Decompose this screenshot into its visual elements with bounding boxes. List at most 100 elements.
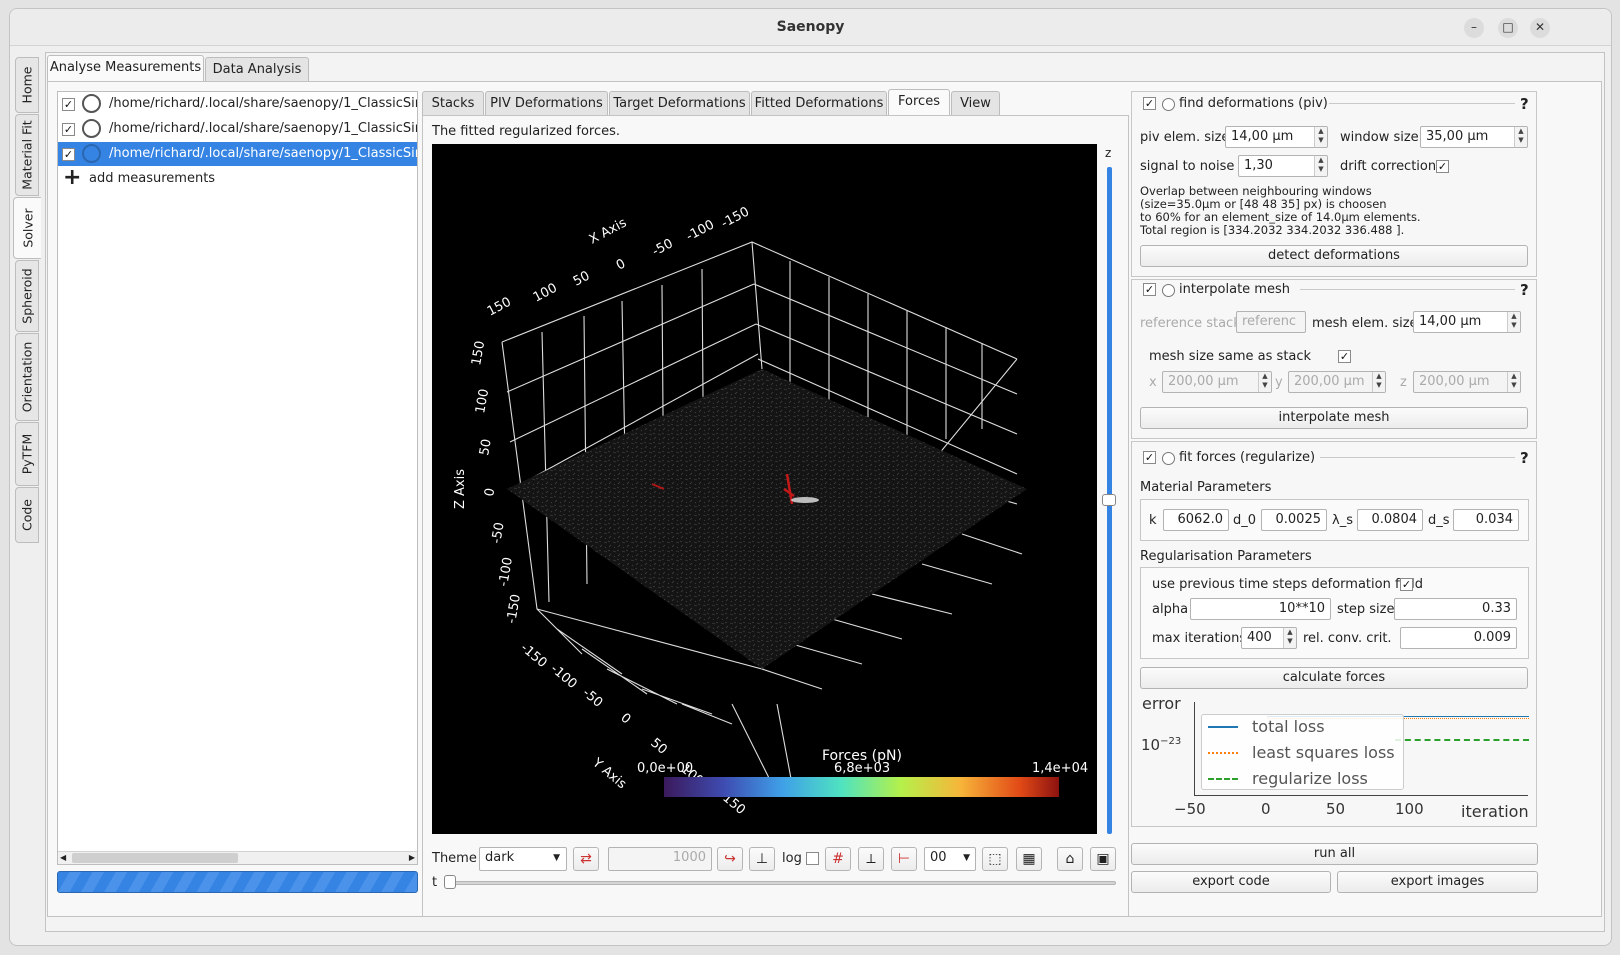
time-slider-handle[interactable] (444, 875, 456, 889)
list-item-selected[interactable]: ✓ /home/richard/.local/share/saenopy/1_C… (58, 142, 417, 166)
maximize-icon[interactable]: □ (1498, 18, 1518, 38)
force-3d-plot[interactable]: X Axis 150 100 50 0 -50 -100 -150 Z Axis… (432, 144, 1097, 834)
colormap-icon[interactable]: ⇄ (573, 847, 599, 871)
window-size-input[interactable]: 35,00 µm ▲ ▼ (1420, 126, 1528, 148)
mesh-elem-size-label: mesh elem. size (1312, 316, 1418, 331)
side-tab-home[interactable]: Home (15, 57, 39, 113)
tab-data-analysis[interactable]: Data Analysis (205, 57, 309, 82)
chevron-down-icon: ▼ (553, 853, 560, 863)
log-checkbox[interactable] (806, 852, 819, 865)
scroll-left-icon[interactable]: ◀ (60, 853, 67, 862)
measurement-path: /home/richard/.local/share/saenopy/1_Cla… (109, 146, 417, 161)
minimize-icon[interactable]: – (1464, 18, 1484, 38)
mesh-elem-size-input[interactable]: 14,00 µm ▲ ▼ (1413, 311, 1521, 333)
reference-stack-select[interactable]: referenc (1236, 311, 1306, 333)
side-tab-orientation[interactable]: Orientation (15, 333, 39, 421)
theme-select[interactable]: dark ▼ (479, 847, 567, 871)
spinbox-arrows-icon[interactable]: ▲ ▼ (1372, 372, 1385, 392)
forces-enable-checkbox[interactable]: ✓ (1143, 451, 1156, 464)
close-icon[interactable]: ✕ (1530, 18, 1550, 38)
lambda-s-input[interactable]: 0.0804 (1357, 509, 1423, 531)
loss-chart-xtick: 0 (1261, 800, 1271, 818)
axis-icon[interactable]: ⊥ (749, 847, 775, 871)
ds-input[interactable]: 0.034 (1453, 509, 1519, 531)
mesh-y-input[interactable]: 200,00 µm ▲ ▼ (1288, 371, 1386, 393)
drift-correction-checkbox[interactable]: ✓ (1436, 160, 1449, 173)
k-input[interactable]: 6062.0 (1163, 509, 1229, 531)
cube-icon[interactable]: ⬚ (982, 847, 1008, 871)
mesh-enable-checkbox[interactable]: ✓ (1143, 283, 1156, 296)
spinbox-arrows-icon[interactable]: ▲ ▼ (1314, 156, 1327, 176)
reference-stack-label: reference stack (1140, 316, 1241, 331)
add-measurements-item[interactable]: + add measurements (58, 167, 417, 191)
arrow-scale-field[interactable]: 1000 (608, 847, 712, 871)
scrollbar-thumb[interactable] (72, 853, 238, 863)
frame-select[interactable]: 00 ▼ (924, 847, 976, 871)
mesh-x-input[interactable]: 200,00 µm ▲ ▼ (1162, 371, 1272, 393)
tab-target-deformations[interactable]: Target Deformations (609, 91, 750, 116)
signal-to-noise-input[interactable]: 1,30 ▲ ▼ (1238, 155, 1328, 177)
spinbox-arrows-icon[interactable]: ▲ ▼ (1507, 372, 1520, 392)
tab-forces[interactable]: Forces (888, 89, 950, 116)
scale-bar-icon[interactable]: ⊢ (891, 847, 917, 871)
list-item[interactable]: ✓ /home/richard/.local/share/saenopy/1_C… (58, 117, 417, 141)
spinbox-arrows-icon[interactable]: ▲ ▼ (1507, 312, 1520, 332)
help-icon[interactable]: ? (1520, 95, 1529, 113)
interpolate-mesh-button[interactable]: interpolate mesh (1140, 407, 1528, 429)
home-icon[interactable]: ⌂ (1057, 847, 1083, 871)
side-tab-material-fit[interactable]: Material Fit (15, 114, 39, 196)
piv-enable-checkbox[interactable]: ✓ (1143, 97, 1156, 110)
measurement-checkbox[interactable]: ✓ (62, 123, 75, 136)
side-tab-pytfm[interactable]: PyTFM (15, 422, 39, 486)
spinbox-arrows-icon[interactable]: ▲ ▼ (1314, 127, 1327, 147)
arrow-style-icon[interactable]: ↪ (717, 847, 743, 871)
side-tab-code[interactable]: Code (15, 487, 39, 543)
mesh-size-same-checkbox[interactable]: ✓ (1338, 350, 1351, 363)
export-images-button[interactable]: export images (1337, 871, 1538, 893)
side-tab-spheroid[interactable]: Spheroid (15, 260, 39, 332)
alpha-input[interactable]: 10**10 (1190, 598, 1331, 620)
x-tick: 150 (485, 295, 514, 320)
measurement-checkbox[interactable]: ✓ (62, 148, 75, 161)
grid-icon[interactable]: # (825, 847, 851, 871)
tab-view[interactable]: View (951, 91, 1000, 116)
mesh-z-label: z (1400, 375, 1407, 390)
rel-conv-crit-input[interactable]: 0.009 (1400, 627, 1517, 649)
save-icon[interactable]: ▣ (1090, 847, 1116, 871)
time-slider-track[interactable] (446, 881, 1116, 885)
z-tick: 50 (477, 438, 495, 457)
histogram-icon[interactable]: ▦ (1016, 847, 1042, 871)
export-code-button[interactable]: export code (1131, 871, 1331, 893)
tab-stacks[interactable]: Stacks (422, 91, 484, 116)
help-icon[interactable]: ? (1520, 449, 1529, 467)
spinbox-arrows-icon[interactable]: ▲ ▼ (1258, 372, 1271, 392)
detect-deformations-button[interactable]: detect deformations (1140, 245, 1528, 267)
tab-fitted-deformations[interactable]: Fitted Deformations (751, 91, 887, 116)
y-axis-title: Y Axis (589, 755, 629, 792)
legend-swatch-regularize (1208, 778, 1238, 780)
measurement-checkbox[interactable]: ✓ (62, 98, 75, 111)
step-size-input[interactable]: 0.33 (1394, 598, 1517, 620)
spinbox-arrows-icon[interactable]: ▲ ▼ (1283, 628, 1296, 648)
list-item[interactable]: ✓ /home/richard/.local/share/saenopy/1_C… (58, 92, 417, 116)
mesh-z-input[interactable]: 200,00 µm ▲ ▼ (1413, 371, 1521, 393)
run-all-button[interactable]: run all (1131, 843, 1538, 865)
max-iterations-input[interactable]: 400 ▲ ▼ (1241, 627, 1297, 649)
horizontal-scrollbar[interactable]: ◀ ▶ (58, 851, 417, 864)
calculate-forces-button[interactable]: calculate forces (1140, 667, 1528, 689)
d0-input[interactable]: 0.0025 (1261, 509, 1327, 531)
piv-elem-size-input[interactable]: 14,00 µm ▲ ▼ (1225, 126, 1328, 148)
axes-3d-icon[interactable]: ⟂ (858, 847, 884, 871)
forces-header: fit forces (regularize) (1179, 450, 1316, 465)
spinbox-arrows-icon[interactable]: ▲ ▼ (1514, 127, 1527, 147)
side-tab-solver[interactable]: Solver (13, 197, 41, 259)
tab-analyse-measurements[interactable]: Analyse Measurements (47, 55, 204, 82)
use-previous-label: use previous time steps deformation fiel… (1152, 577, 1423, 592)
scroll-right-icon[interactable]: ▶ (408, 853, 415, 862)
help-icon[interactable]: ? (1520, 281, 1529, 299)
use-previous-checkbox[interactable]: ✓ (1400, 578, 1413, 591)
status-circle-icon (82, 94, 101, 113)
tab-piv-deformations[interactable]: PIV Deformations (485, 91, 608, 116)
z-slider-handle[interactable] (1102, 494, 1116, 506)
z-axis-title: Z Axis (453, 469, 468, 509)
